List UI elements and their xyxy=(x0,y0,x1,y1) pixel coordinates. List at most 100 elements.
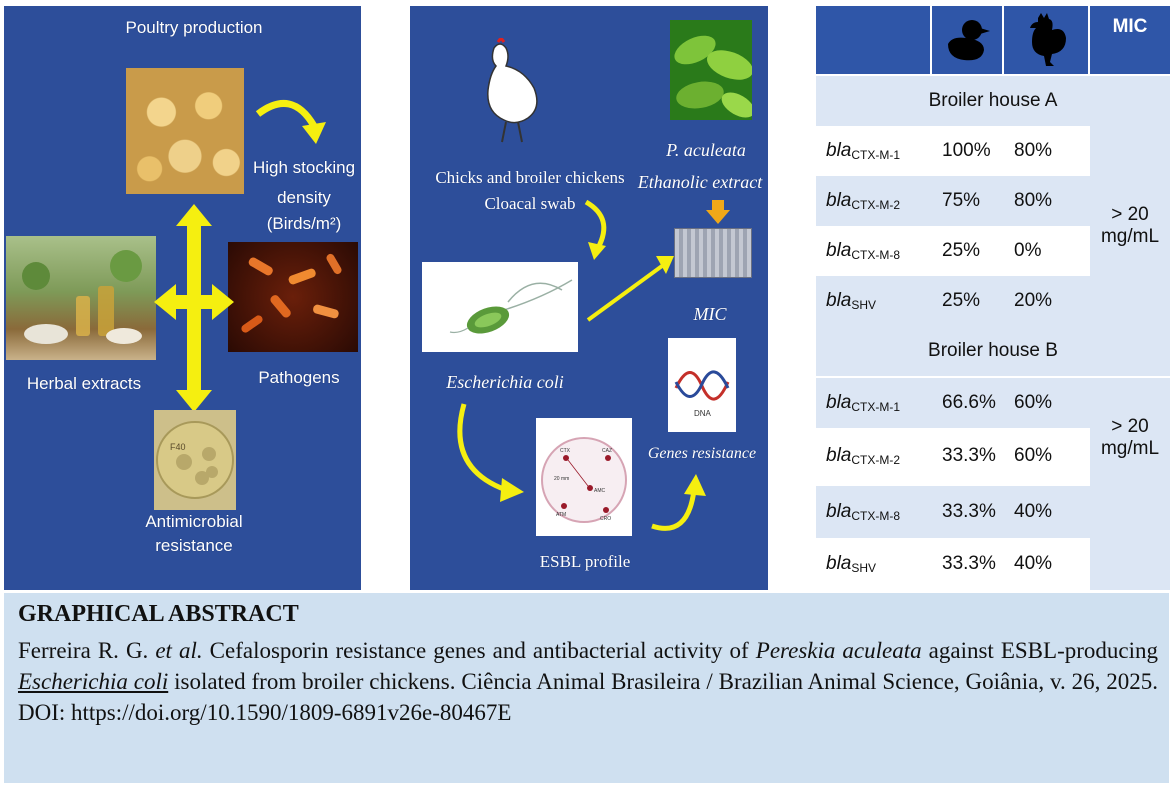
citation-authors: Ferreira R. G. xyxy=(18,638,156,663)
gene-row-a4: bla SHV xyxy=(816,276,932,326)
citation-species: Pereskia aculeata xyxy=(755,638,922,663)
citation-text: Ferreira R. G. et al. Cefalosporin resis… xyxy=(18,635,1158,728)
mic-value-house-a: > 20 mg/mL xyxy=(1090,126,1170,326)
esbl-profile-label: ESBL profile xyxy=(539,552,631,571)
herbal-extracts-label: Herbal extracts xyxy=(26,374,142,393)
gene-subscript: CTX-M-2 xyxy=(851,453,901,467)
gene-subscript: SHV xyxy=(851,561,877,575)
chicks-photo xyxy=(126,68,244,194)
poultry-production-panel: Poultry production High stocking density… xyxy=(4,6,361,590)
gene-row-a3: bla CTX-M-8 xyxy=(816,226,932,276)
value-chick: 66.6% xyxy=(932,378,1004,428)
gene-row-b1: bla CTX-M-1 xyxy=(816,378,932,428)
pereskia-leaves-photo xyxy=(670,20,752,120)
gene-row-b4: bla SHV xyxy=(816,538,932,590)
pathogens-label: Pathogens xyxy=(258,368,340,387)
mic-value-house-b: > 20 mg/mL xyxy=(1090,378,1170,590)
herbal-extracts-photo xyxy=(6,236,156,360)
curved-arrow-icon xyxy=(584,199,607,260)
herb-bottles-icon xyxy=(22,250,142,344)
poultry-production-title: Poultry production xyxy=(125,18,263,37)
curved-arrow-icon xyxy=(457,403,524,502)
value-chick: 100% xyxy=(932,126,1004,176)
gene-prefix: bla xyxy=(826,392,852,413)
citation-part1: Cefalosporin resistance genes and antiba… xyxy=(202,638,756,663)
gene-row-b3: bla CTX-M-8 xyxy=(816,486,932,538)
gene-subscript: CTX-M-1 xyxy=(851,148,901,162)
dna-image: DNA xyxy=(668,338,736,432)
chickens-line1: Chicks and broiler chickens xyxy=(435,168,625,187)
leaves-icon xyxy=(674,35,752,118)
gene-subscript: CTX-M-8 xyxy=(851,248,901,262)
mic-plate-icon xyxy=(674,228,752,278)
diagonal-arrow-icon xyxy=(586,256,674,322)
graphical-abstract-heading: GRAPHICAL ABSTRACT xyxy=(18,601,299,627)
disk-cro: CRO xyxy=(600,516,611,522)
value-rooster: 20% xyxy=(1004,276,1090,326)
hen-icon xyxy=(487,38,538,143)
ecoli-label: Escherichia coli xyxy=(446,372,564,392)
gene-row-a1: bla CTX-M-1 xyxy=(816,126,932,176)
disk-zone: 20 mm xyxy=(554,476,569,482)
petri-dish-icon: F40 xyxy=(156,421,234,499)
gene-subscript: SHV xyxy=(851,298,877,312)
rooster-icon xyxy=(1030,13,1066,66)
citation-bacterium: Escherichia coli xyxy=(18,669,169,694)
chick-icon xyxy=(948,20,990,61)
plate-label: F40 xyxy=(170,442,186,452)
citation-part2: against ESBL-producing xyxy=(921,638,1158,663)
house-a-header: Broiler house A xyxy=(816,76,1170,126)
citation-footer: GRAPHICAL ABSTRACT Ferreira R. G. et al.… xyxy=(4,593,1169,783)
disk-amc: AMC xyxy=(594,488,606,494)
stocking-line2: density xyxy=(277,188,331,207)
pathogens-photo xyxy=(228,242,358,352)
value-rooster: 60% xyxy=(1004,378,1090,428)
dna-caption: DNA xyxy=(694,409,712,418)
methodology-panel: Chicks and broiler chickens Cloacal swab… xyxy=(410,6,768,590)
value-chick: 25% xyxy=(932,226,1004,276)
gene-subscript: CTX-M-1 xyxy=(851,400,901,414)
value-chick: 33.3% xyxy=(932,428,1004,484)
mic-a-line1: > 20 xyxy=(1111,204,1149,225)
disk-atm: ATM xyxy=(556,512,566,518)
mic-b-line2: mg/mL xyxy=(1100,438,1160,459)
disk-caz: CAZ xyxy=(602,448,612,454)
value-rooster: 40% xyxy=(1004,538,1090,590)
genes-resistance-label: Genes resistance xyxy=(647,445,757,462)
bacterium-icon xyxy=(449,279,573,334)
mic-a-line2: mg/mL xyxy=(1100,226,1160,247)
four-way-arrow-icon xyxy=(154,204,234,412)
gene-prefix: bla xyxy=(826,140,852,161)
value-rooster: 60% xyxy=(1004,428,1090,484)
value-chick: 33.3% xyxy=(932,486,1004,538)
value-chick: 75% xyxy=(932,176,1004,226)
value-chick: 33.3% xyxy=(932,538,1004,590)
gene-row-b2: bla CTX-M-2 xyxy=(816,428,932,484)
gene-prefix: bla xyxy=(826,190,852,211)
gene-prefix: bla xyxy=(826,553,852,574)
rooster-header xyxy=(1004,6,1090,74)
value-rooster: 80% xyxy=(1004,126,1090,176)
disk-ctx: CTX xyxy=(560,448,571,454)
dna-icon: DNA xyxy=(674,370,730,418)
plant-line1: P. aculeata xyxy=(666,140,746,160)
chickens-line2: Cloacal swab xyxy=(484,194,576,213)
plant-line2: Ethanolic extract xyxy=(637,172,763,192)
value-rooster: 0% xyxy=(1004,226,1090,276)
stocking-line3: (Birds/m²) xyxy=(266,214,342,233)
gene-subscript: CTX-M-2 xyxy=(851,198,901,212)
value-rooster: 40% xyxy=(1004,486,1090,538)
amr-line2: resistance xyxy=(155,536,233,555)
amr-line1: Antimicrobial xyxy=(145,512,243,531)
petri-dish-photo: F40 xyxy=(154,410,236,510)
mic-header: MIC xyxy=(1090,6,1170,74)
mic-label: MIC xyxy=(693,304,727,324)
mic-b-line1: > 20 xyxy=(1111,416,1149,437)
gene-prefix: bla xyxy=(826,501,852,522)
citation-part3: isolated from broiler chickens. Ciência … xyxy=(18,669,1158,725)
ecoli-image xyxy=(422,262,578,352)
table-header-blank xyxy=(816,6,932,74)
curved-arrow-icon xyxy=(651,474,706,531)
esbl-disk-image: CTX CAZ 20 mm AMC ATM CRO xyxy=(536,418,632,536)
gene-subscript: CTX-M-8 xyxy=(851,509,901,523)
